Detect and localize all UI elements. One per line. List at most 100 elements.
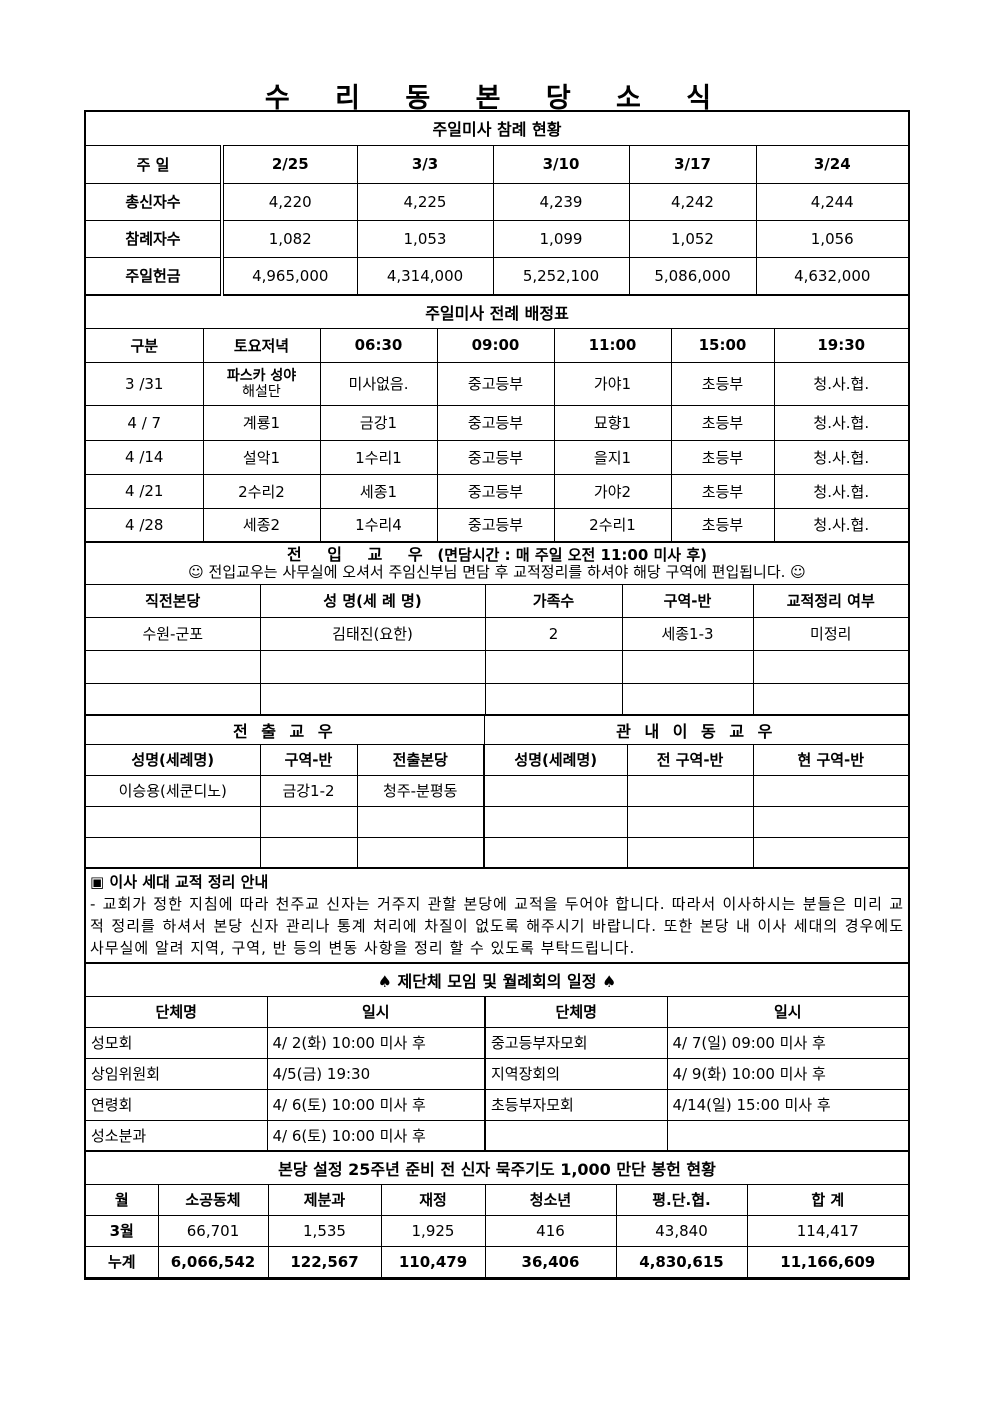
table-cell: 참례자수	[86, 219, 224, 258]
table-cell: 수원-군포	[86, 616, 261, 651]
table-cell	[484, 1119, 668, 1152]
commentator-label: 해설단	[242, 383, 281, 400]
table-cell: 연령회	[86, 1088, 268, 1121]
table-cell: 11,166,609	[746, 1245, 908, 1278]
mass-schedule-table: 주일미사 전례 배정표 구분 토요저녁 06:30 09:00 11:00 15:00 19…	[86, 296, 908, 543]
meetings-title: ♠ 제단체 모임 및 월례회의 일정 ♠	[86, 964, 908, 997]
attendance-table: 주일미사 참례 현황 주 일 2/25 3/3 3/10 3/17 3/24 총신자수 4,2…	[86, 112, 908, 296]
column-header: 3/3	[356, 144, 494, 184]
offering-row: 누계 6,066,542 122,567 110,479 36,406 4,830,615…	[86, 1245, 908, 1278]
table-cell: 36,406	[484, 1245, 617, 1278]
table-cell: 청.사.협.	[773, 507, 908, 543]
table-cell	[752, 682, 908, 716]
table-cell: 66,701	[157, 1214, 269, 1247]
table-cell: 4,242	[628, 182, 757, 221]
table-cell: 중고등부	[436, 404, 555, 441]
schedule-row: 4 /21 2수리2 세종1 중고등부 가야2 초등부 청.사.협.	[86, 473, 908, 509]
column-header: 성 명(세 례 명)	[259, 583, 486, 618]
table-cell	[259, 649, 486, 684]
table-cell: 묘향1	[553, 404, 672, 441]
column-header: 합 계	[746, 1183, 908, 1216]
table-cell: 416	[484, 1214, 617, 1247]
table-cell	[626, 774, 754, 807]
notice-body: - 교회가 정한 지침에 따라 천주교 신자는 거주지 관할 본당에 교적을 두…	[90, 895, 904, 957]
schedule-row: 4 / 7 계룡1 금강1 중고등부 묘향1 초등부 청.사.협.	[86, 404, 908, 441]
column-header: 주 일	[86, 144, 224, 184]
table-cell	[483, 774, 628, 807]
table-cell: 6,066,542	[157, 1245, 269, 1278]
table-cell: 1,099	[492, 219, 630, 258]
table-cell	[483, 805, 628, 838]
table-cell	[752, 649, 908, 684]
table-cell: 총신자수	[86, 182, 224, 221]
column-header: 현 구역-반	[752, 743, 908, 776]
table-cell	[752, 774, 908, 807]
table-cell: 4,314,000	[356, 256, 494, 296]
attendance-row: 총신자수 4,220 4,225 4,239 4,242 4,244	[86, 182, 908, 221]
column-header: 월	[86, 1183, 159, 1216]
table-cell: 5,086,000	[628, 256, 757, 296]
table-cell: 이승용(세쿤디노)	[86, 774, 261, 807]
table-cell: 세종1	[319, 473, 438, 509]
incoming-row	[86, 682, 908, 716]
schedule-cell: 미사없음.	[319, 361, 438, 406]
table-cell	[259, 836, 358, 869]
meeting-row: 성소분과 4/ 6(토) 10:00 미사 후	[86, 1119, 908, 1152]
table-cell: 초등부	[670, 473, 775, 509]
incoming-title: 전 입 교 우	[287, 544, 433, 564]
table-cell: 4 /14	[86, 439, 204, 475]
column-header: 15:00	[670, 327, 775, 363]
table-cell: 초등부	[670, 507, 775, 543]
schedule-cell: 가야1	[553, 361, 672, 406]
schedule-row: 4 /28 세종2 1수리4 중고등부 2수리1 초등부 청.사.협.	[86, 507, 908, 543]
table-cell	[621, 682, 754, 716]
column-header: 단체명	[484, 995, 668, 1028]
table-cell: 122,567	[267, 1245, 382, 1278]
column-header: 구역-반	[259, 743, 358, 776]
table-cell: 4/5(금) 19:30	[266, 1057, 486, 1090]
table-cell: 4,632,000	[755, 256, 908, 296]
table-cell: 4/14(일) 15:00 미사 후	[666, 1088, 908, 1121]
schedule-title: 주일미사 전례 배정표	[86, 296, 908, 329]
notice-title: ▣ 이사 세대 교적 정리 안내	[90, 873, 269, 891]
attendance-row: 주일헌금 4,965,000 4,314,000 5,252,100 5,086,000…	[86, 256, 908, 296]
table-cell: 가야2	[553, 473, 672, 509]
table-cell: 4,244	[755, 182, 908, 221]
column-header: 19:30	[773, 327, 908, 363]
incoming-row	[86, 649, 908, 684]
table-cell: 성모회	[86, 1026, 268, 1059]
table-cell	[484, 682, 623, 716]
table-cell: 1,053	[356, 219, 494, 258]
table-cell: 1수리4	[319, 507, 438, 543]
column-header: 06:30	[319, 327, 438, 363]
table-cell	[86, 649, 261, 684]
column-header: 청소년	[484, 1183, 617, 1216]
offering-row: 3월 66,701 1,535 1,925 416 43,840 114,417	[86, 1214, 908, 1247]
table-cell: 주일헌금	[86, 256, 224, 296]
table-cell: 초등부자모회	[484, 1088, 668, 1121]
column-header: 성명(세례명)	[483, 743, 628, 776]
table-cell	[752, 836, 908, 869]
column-header: 토요저녁	[202, 327, 321, 363]
column-header: 교적정리 여부	[752, 583, 908, 618]
table-cell: 1,056	[755, 219, 908, 258]
table-cell: 1,535	[267, 1214, 382, 1247]
offering-header-row: 월 소공동체 제분과 재정 청소년 평.단.협. 합 계	[86, 1183, 908, 1216]
table-cell: 계룡1	[202, 404, 321, 441]
column-header: 2/25	[221, 144, 358, 184]
attendance-header-row: 주 일 2/25 3/3 3/10 3/17 3/24	[86, 144, 908, 184]
table-cell: 4 /28	[86, 507, 204, 543]
table-cell: 청.사.협.	[773, 404, 908, 441]
attendance-row: 참례자수 1,082 1,053 1,099 1,052 1,056	[86, 219, 908, 258]
table-cell: 4,239	[492, 182, 630, 221]
column-header: 3/10	[492, 144, 630, 184]
outgoing-title: 전 출 교 우	[86, 716, 485, 745]
meetings-table: ♠ 제단체 모임 및 월례회의 일정 ♠ 단체명 일시 단체명 일시 성모회 4/ 2(화…	[86, 964, 908, 1152]
column-header: 재정	[380, 1183, 486, 1216]
incoming-header: 전 입 교 우 (면담시간 : 매 주일 오전 11:00 미사 후) ☺ 전입…	[86, 543, 908, 585]
table-cell: 114,417	[746, 1214, 908, 1247]
column-header: 단체명	[86, 995, 268, 1028]
moving-notice: ▣ 이사 세대 교적 정리 안내 - 교회가 정한 지침에 따라 천주교 신자는…	[86, 869, 908, 964]
table-cell: 세종2	[202, 507, 321, 543]
attendance-title: 주일미사 참례 현황	[86, 112, 908, 146]
